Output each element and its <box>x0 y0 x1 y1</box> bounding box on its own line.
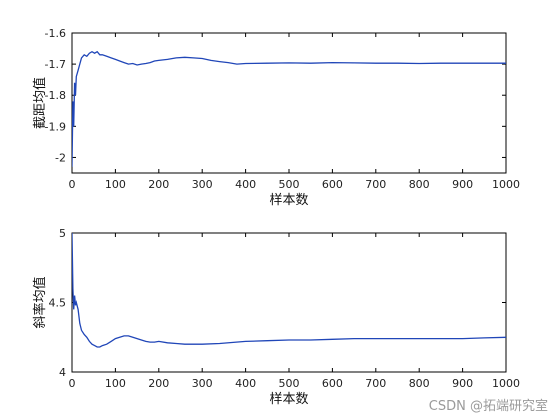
slope-xtick-label: 900 <box>452 377 473 390</box>
intercept-xtick-label: 400 <box>235 178 256 191</box>
slope-series-line <box>72 233 506 348</box>
intercept-ytick-label: -1.8 <box>45 89 66 102</box>
slope-ytick-label: 4 <box>59 366 66 379</box>
slope-xtick-label: 700 <box>365 377 386 390</box>
intercept-series-line <box>72 50 506 167</box>
slope-xtick-label: 500 <box>279 377 300 390</box>
slope-xtick-label: 0 <box>69 377 76 390</box>
slope-ytick-label: 4.5 <box>49 297 67 310</box>
intercept-xtick-label: 600 <box>322 178 343 191</box>
slope-y-axis-label: 斜率均值 <box>32 276 48 328</box>
intercept-ytick-label: -1.9 <box>45 120 66 133</box>
watermark-text: CSDN @拓端研究室 <box>428 399 548 414</box>
slope-xtick-label: 200 <box>148 377 169 390</box>
slope-ytick-label: 5 <box>59 227 66 240</box>
intercept-ytick-label: -1.7 <box>45 58 66 71</box>
intercept-x-axis-label: 样本数 <box>269 193 308 208</box>
slope-panel: 0 100 200 300 400 500 600 700 800 900 1000 4 4.5 5 样本数… <box>32 227 520 407</box>
slope-xtick-label: 600 <box>322 377 343 390</box>
slope-x-axis-label: 样本数 <box>269 392 308 407</box>
slope-xtick-label: 800 <box>409 377 430 390</box>
intercept-xtick-label: 1000 <box>492 178 520 191</box>
intercept-ytick-label: -2 <box>55 151 66 164</box>
intercept-panel: 0 100 200 300 400 500 600 700 800 900 1000 -1.6 -1.7… <box>32 27 520 208</box>
intercept-xtick-label: 100 <box>105 178 126 191</box>
intercept-xtick-label: 500 <box>279 178 300 191</box>
intercept-ytick-label: -1.6 <box>45 27 66 40</box>
slope-xtick-label: 100 <box>105 377 126 390</box>
slope-xtick-label: 400 <box>235 377 256 390</box>
slope-axes-frame <box>71 232 507 373</box>
slope-xtick-label: 300 <box>192 377 213 390</box>
intercept-xtick-label: 800 <box>409 178 430 191</box>
intercept-xtick-label: 200 <box>148 178 169 191</box>
intercept-xtick-label: 900 <box>452 178 473 191</box>
intercept-xtick-label: 700 <box>365 178 386 191</box>
slope-xtick-label: 1000 <box>492 377 520 390</box>
intercept-xtick-label: 300 <box>192 178 213 191</box>
intercept-axes-frame <box>71 32 507 174</box>
intercept-y-axis-label: 截距均值 <box>32 77 48 129</box>
intercept-xtick-label: 0 <box>69 178 76 191</box>
